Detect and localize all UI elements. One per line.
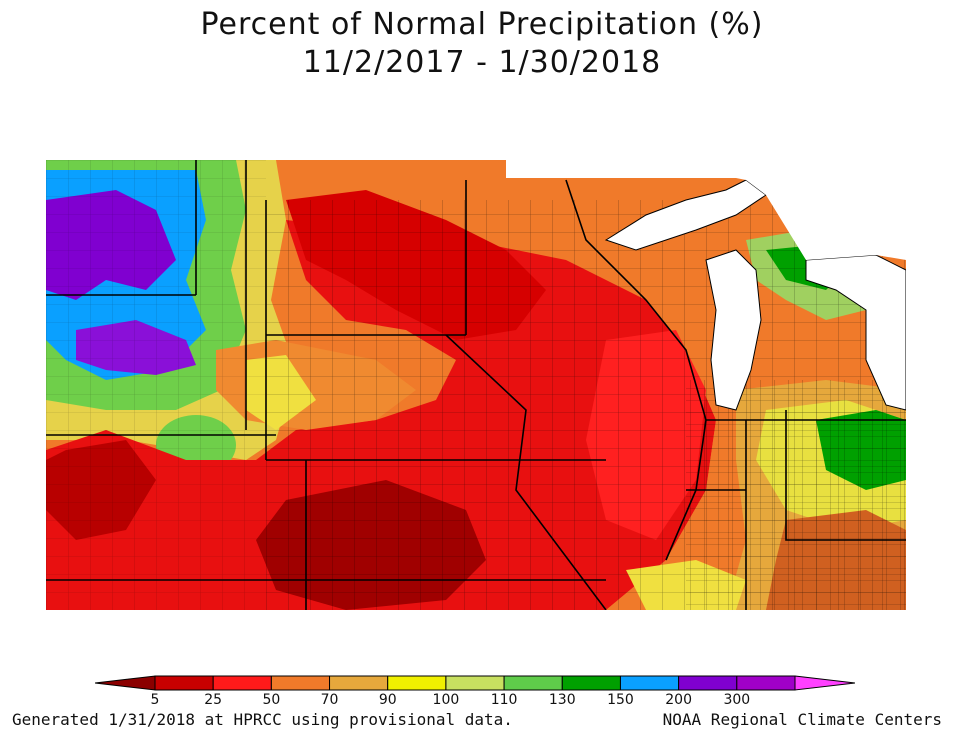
legend-bar xyxy=(95,675,855,691)
legend-swatch xyxy=(270,675,331,691)
legend-swatch xyxy=(561,675,621,691)
legend-swatch xyxy=(154,675,214,691)
precipitation-map xyxy=(46,160,906,610)
canada-white-2 xyxy=(646,160,906,260)
map-title: Percent of Normal Precipitation (%) 11/2… xyxy=(0,6,964,82)
legend-swatch xyxy=(619,675,680,691)
legend-swatch xyxy=(212,675,272,691)
legend-swatch xyxy=(387,675,447,691)
color-legend: 5 25 50 70 90 100 110 130 150 200 300 xyxy=(95,675,855,708)
legend-tick-label: 200 xyxy=(665,692,692,708)
title-line-1: Percent of Normal Precipitation (%) xyxy=(200,7,764,42)
state-borders xyxy=(46,160,906,610)
legend-ticks: 5 25 50 70 90 100 110 130 150 200 300 xyxy=(151,692,751,708)
legend-swatch xyxy=(445,675,505,691)
legend-swatch xyxy=(329,675,389,691)
county-grid-east xyxy=(686,380,906,610)
legend-swatch xyxy=(736,675,796,691)
legend-tick-label: 130 xyxy=(549,692,576,708)
credit-note: NOAA Regional Climate Centers xyxy=(662,710,942,729)
county-grid-west xyxy=(46,160,266,610)
lake-michigan xyxy=(705,249,762,411)
legend-swatch xyxy=(503,675,563,691)
legend-tick-label: 110 xyxy=(491,692,518,708)
legend-tick-label: 70 xyxy=(321,692,339,708)
legend-tick-label: 100 xyxy=(433,692,460,708)
legend-arrow-high xyxy=(794,675,855,691)
legend-tick-label: 5 xyxy=(151,692,160,708)
legend-tick-label: 25 xyxy=(204,692,222,708)
legend-tick-label: 50 xyxy=(262,692,280,708)
legend-swatch xyxy=(678,675,738,691)
title-line-2: 11/2/2017 - 1/30/2018 xyxy=(302,45,662,80)
legend-tick-label: 90 xyxy=(379,692,397,708)
generated-note: Generated 1/31/2018 at HPRCC using provi… xyxy=(12,710,513,729)
legend-arrow-low xyxy=(95,675,156,691)
legend-tick-label: 150 xyxy=(607,692,634,708)
legend-tick-label: 300 xyxy=(723,692,750,708)
lake-huron xyxy=(805,254,906,411)
